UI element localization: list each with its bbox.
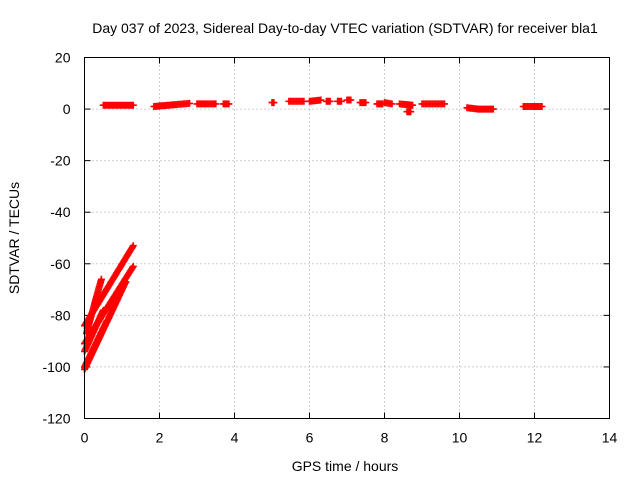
data-point [407, 108, 415, 116]
y-tick-label: 20 [55, 50, 71, 66]
x-tick-label: 14 [602, 430, 618, 446]
data-point [99, 306, 107, 314]
x-axis-label: GPS time / hours [292, 458, 399, 474]
y-tick-label: -20 [50, 153, 70, 169]
data-point [347, 96, 355, 104]
data-point [441, 100, 448, 108]
data-point [122, 278, 130, 286]
x-tick-label: 10 [452, 430, 468, 446]
data-point [409, 101, 417, 109]
data-point [225, 100, 233, 108]
x-tick-labels: 0 2 4 6 8 10 12 14 [81, 430, 618, 446]
axis-ticks [84, 57, 610, 419]
y-tick-labels: -120 -100 -80 -60 -40 -20 0 20 [42, 50, 70, 427]
y-tick-label: 0 [63, 101, 71, 117]
x-tick-label: 6 [306, 430, 314, 446]
data-point [362, 99, 370, 107]
grid-lines [84, 57, 610, 419]
data-point [129, 101, 137, 109]
data-point [129, 262, 137, 270]
data-point [489, 105, 497, 113]
data-point [538, 103, 546, 110]
x-tick-label: 2 [156, 430, 164, 446]
plot-frame [84, 57, 610, 419]
data-point [270, 99, 278, 107]
data-point [129, 242, 137, 250]
data-point [326, 97, 334, 105]
data-point [212, 100, 220, 108]
y-tick-label: -120 [42, 411, 70, 427]
data-point [317, 96, 325, 104]
y-tick-label: -80 [50, 307, 70, 323]
data-point [103, 317, 111, 324]
x-tick-label: 4 [231, 430, 239, 446]
data-points [81, 96, 546, 373]
data-point [97, 275, 105, 283]
y-tick-label: -40 [50, 204, 70, 220]
y-tick-label: -60 [50, 256, 70, 272]
y-axis-label: SDTVAR / TECUs [6, 182, 22, 294]
data-point [186, 99, 193, 107]
chart-title: Day 037 of 2023, Sidereal Day-to-day VTE… [92, 20, 598, 36]
data-point [388, 100, 396, 108]
x-tick-label: 8 [381, 430, 389, 446]
y-tick-label: -100 [42, 359, 70, 375]
x-tick-label: 12 [527, 430, 543, 446]
x-tick-label: 0 [81, 430, 89, 446]
data-point [337, 97, 345, 105]
